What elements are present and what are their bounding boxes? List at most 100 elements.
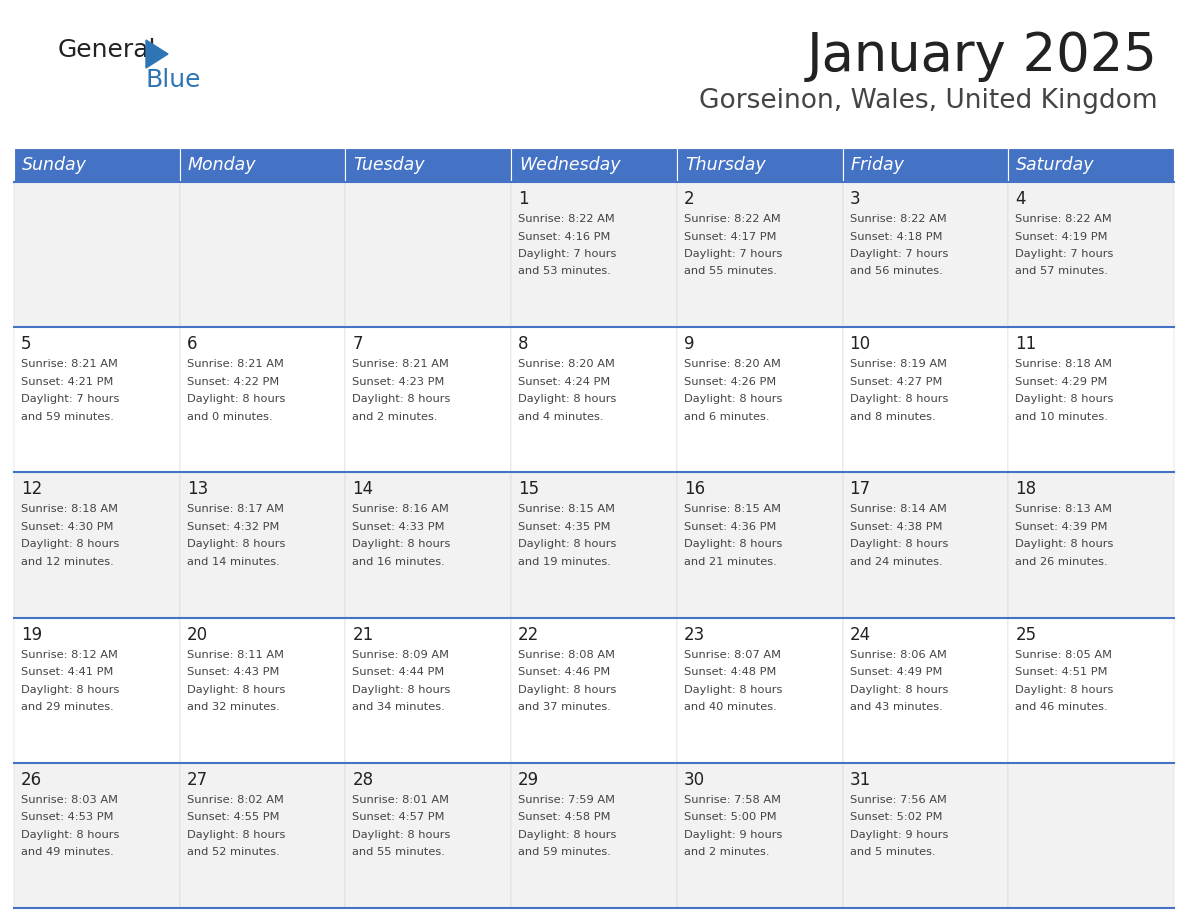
Text: Daylight: 7 hours: Daylight: 7 hours bbox=[849, 249, 948, 259]
Text: Sunset: 4:48 PM: Sunset: 4:48 PM bbox=[684, 667, 776, 677]
Bar bbox=[677, 763, 842, 908]
Text: Daylight: 7 hours: Daylight: 7 hours bbox=[1016, 249, 1113, 259]
Text: Sunrise: 8:12 AM: Sunrise: 8:12 AM bbox=[21, 650, 118, 660]
Text: and 37 minutes.: and 37 minutes. bbox=[518, 702, 611, 712]
Text: Daylight: 8 hours: Daylight: 8 hours bbox=[21, 685, 119, 695]
Text: Tuesday: Tuesday bbox=[353, 156, 425, 174]
Text: Sunset: 4:35 PM: Sunset: 4:35 PM bbox=[518, 522, 611, 532]
Text: and 57 minutes.: and 57 minutes. bbox=[1016, 266, 1108, 276]
Text: and 53 minutes.: and 53 minutes. bbox=[518, 266, 611, 276]
Bar bbox=[842, 182, 1009, 327]
Bar bbox=[346, 148, 511, 182]
Text: and 5 minutes.: and 5 minutes. bbox=[849, 847, 935, 857]
Text: and 14 minutes.: and 14 minutes. bbox=[187, 557, 279, 567]
Text: Sunset: 4:57 PM: Sunset: 4:57 PM bbox=[353, 812, 446, 823]
Text: Daylight: 8 hours: Daylight: 8 hours bbox=[187, 394, 285, 404]
Text: Sunset: 4:38 PM: Sunset: 4:38 PM bbox=[849, 522, 942, 532]
Text: 5: 5 bbox=[21, 335, 32, 353]
Text: 19: 19 bbox=[21, 625, 42, 644]
Bar bbox=[511, 182, 677, 327]
Bar bbox=[14, 763, 179, 908]
Text: and 0 minutes.: and 0 minutes. bbox=[187, 411, 272, 421]
Text: and 49 minutes.: and 49 minutes. bbox=[21, 847, 114, 857]
Bar bbox=[179, 148, 346, 182]
Text: Sunset: 5:02 PM: Sunset: 5:02 PM bbox=[849, 812, 942, 823]
Bar bbox=[842, 618, 1009, 763]
Text: and 8 minutes.: and 8 minutes. bbox=[849, 411, 935, 421]
Text: and 46 minutes.: and 46 minutes. bbox=[1016, 702, 1108, 712]
Text: 17: 17 bbox=[849, 480, 871, 498]
Text: 29: 29 bbox=[518, 771, 539, 789]
Bar bbox=[179, 327, 346, 473]
Text: Sunset: 4:18 PM: Sunset: 4:18 PM bbox=[849, 231, 942, 241]
Text: January 2025: January 2025 bbox=[807, 30, 1158, 82]
Text: 9: 9 bbox=[684, 335, 694, 353]
Polygon shape bbox=[146, 40, 168, 68]
Text: 25: 25 bbox=[1016, 625, 1036, 644]
Bar bbox=[346, 182, 511, 327]
Text: Daylight: 8 hours: Daylight: 8 hours bbox=[21, 540, 119, 549]
Text: and 16 minutes.: and 16 minutes. bbox=[353, 557, 446, 567]
Text: Daylight: 8 hours: Daylight: 8 hours bbox=[684, 394, 782, 404]
Text: 23: 23 bbox=[684, 625, 706, 644]
Text: and 24 minutes.: and 24 minutes. bbox=[849, 557, 942, 567]
Bar bbox=[511, 763, 677, 908]
Text: Sunrise: 8:22 AM: Sunrise: 8:22 AM bbox=[849, 214, 947, 224]
Text: and 4 minutes.: and 4 minutes. bbox=[518, 411, 604, 421]
Text: and 40 minutes.: and 40 minutes. bbox=[684, 702, 777, 712]
Text: Sunrise: 8:17 AM: Sunrise: 8:17 AM bbox=[187, 504, 284, 514]
Bar bbox=[842, 473, 1009, 618]
Text: Daylight: 8 hours: Daylight: 8 hours bbox=[849, 394, 948, 404]
Text: 1: 1 bbox=[518, 190, 529, 208]
Bar bbox=[677, 148, 842, 182]
Bar bbox=[14, 148, 179, 182]
Text: Sunset: 4:32 PM: Sunset: 4:32 PM bbox=[187, 522, 279, 532]
Text: Daylight: 8 hours: Daylight: 8 hours bbox=[849, 685, 948, 695]
Text: 24: 24 bbox=[849, 625, 871, 644]
Text: 12: 12 bbox=[21, 480, 43, 498]
Bar bbox=[1009, 473, 1174, 618]
Text: Sunset: 4:41 PM: Sunset: 4:41 PM bbox=[21, 667, 113, 677]
Text: Sunrise: 8:02 AM: Sunrise: 8:02 AM bbox=[187, 795, 284, 805]
Text: Sunrise: 8:18 AM: Sunrise: 8:18 AM bbox=[1016, 359, 1112, 369]
Text: Sunrise: 8:09 AM: Sunrise: 8:09 AM bbox=[353, 650, 449, 660]
Text: Sunrise: 8:19 AM: Sunrise: 8:19 AM bbox=[849, 359, 947, 369]
Text: Sunset: 4:29 PM: Sunset: 4:29 PM bbox=[1016, 376, 1107, 386]
Bar bbox=[346, 763, 511, 908]
Text: Sunrise: 8:03 AM: Sunrise: 8:03 AM bbox=[21, 795, 118, 805]
Bar bbox=[14, 473, 179, 618]
Text: 7: 7 bbox=[353, 335, 362, 353]
Bar bbox=[842, 763, 1009, 908]
Bar bbox=[1009, 148, 1174, 182]
Bar bbox=[677, 473, 842, 618]
Text: Sunrise: 8:21 AM: Sunrise: 8:21 AM bbox=[21, 359, 118, 369]
Text: General: General bbox=[58, 38, 157, 62]
Text: and 55 minutes.: and 55 minutes. bbox=[684, 266, 777, 276]
Text: and 12 minutes.: and 12 minutes. bbox=[21, 557, 114, 567]
Text: Sunrise: 7:59 AM: Sunrise: 7:59 AM bbox=[518, 795, 615, 805]
Text: Sunrise: 8:05 AM: Sunrise: 8:05 AM bbox=[1016, 650, 1112, 660]
Text: Daylight: 8 hours: Daylight: 8 hours bbox=[187, 540, 285, 549]
Text: Sunrise: 8:13 AM: Sunrise: 8:13 AM bbox=[1016, 504, 1112, 514]
Text: and 6 minutes.: and 6 minutes. bbox=[684, 411, 770, 421]
Text: Daylight: 7 hours: Daylight: 7 hours bbox=[684, 249, 782, 259]
Text: Sunrise: 8:11 AM: Sunrise: 8:11 AM bbox=[187, 650, 284, 660]
Text: Daylight: 9 hours: Daylight: 9 hours bbox=[684, 830, 782, 840]
Bar bbox=[179, 618, 346, 763]
Text: Sunset: 4:39 PM: Sunset: 4:39 PM bbox=[1016, 522, 1107, 532]
Text: 30: 30 bbox=[684, 771, 704, 789]
Text: Sunrise: 8:21 AM: Sunrise: 8:21 AM bbox=[187, 359, 284, 369]
Bar bbox=[179, 182, 346, 327]
Text: 20: 20 bbox=[187, 625, 208, 644]
Text: Daylight: 8 hours: Daylight: 8 hours bbox=[684, 540, 782, 549]
Text: and 59 minutes.: and 59 minutes. bbox=[21, 411, 114, 421]
Text: and 52 minutes.: and 52 minutes. bbox=[187, 847, 279, 857]
Text: Sunrise: 8:22 AM: Sunrise: 8:22 AM bbox=[518, 214, 615, 224]
Text: Sunrise: 8:01 AM: Sunrise: 8:01 AM bbox=[353, 795, 449, 805]
Bar bbox=[1009, 618, 1174, 763]
Text: Daylight: 8 hours: Daylight: 8 hours bbox=[353, 685, 450, 695]
Text: Sunset: 4:30 PM: Sunset: 4:30 PM bbox=[21, 522, 114, 532]
Text: Sunrise: 8:18 AM: Sunrise: 8:18 AM bbox=[21, 504, 118, 514]
Text: 13: 13 bbox=[187, 480, 208, 498]
Text: and 32 minutes.: and 32 minutes. bbox=[187, 702, 279, 712]
